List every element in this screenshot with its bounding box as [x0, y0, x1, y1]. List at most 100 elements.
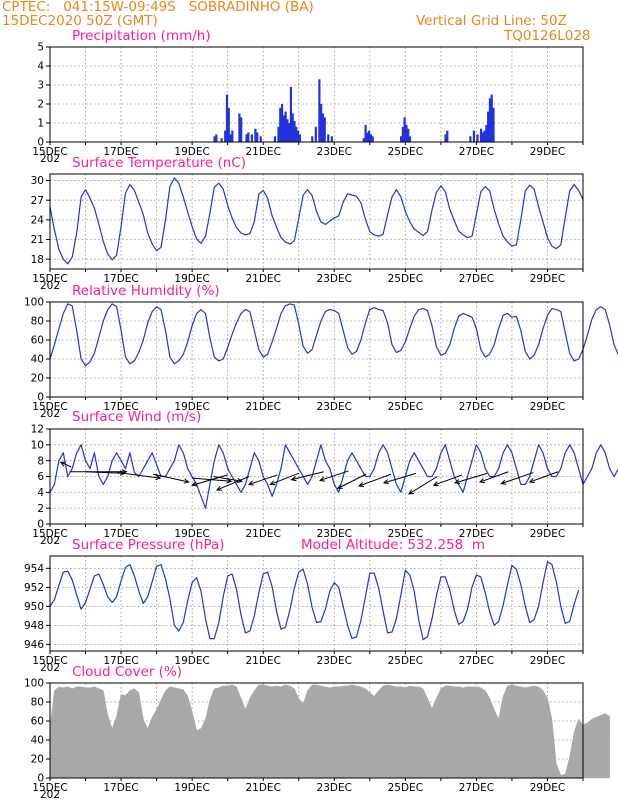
precip-bar — [295, 126, 298, 142]
rh-xtick-label: 29DEC — [530, 401, 565, 413]
precip-bar — [318, 79, 321, 142]
wind-vector — [529, 471, 559, 483]
wind-vector-head — [269, 480, 276, 486]
wind-xtick-label: 15DEC — [32, 528, 67, 540]
pres-ytick-label: 952 — [24, 582, 44, 594]
cloud-ytick-label: 20 — [31, 754, 44, 766]
wind-line — [49, 444, 618, 509]
temp-year-label: 202 — [40, 280, 60, 292]
temp-frame — [49, 173, 584, 270]
precip-bar — [247, 132, 250, 142]
rh-xtick-label: 19DEC — [174, 401, 209, 413]
temp-xtick-label: 19DEC — [174, 273, 209, 285]
wind-vector — [501, 472, 534, 485]
wind-vector-head — [155, 474, 162, 481]
pres-frame — [49, 555, 584, 652]
precip-xtick-label: 19DEC — [174, 146, 209, 158]
wind-vector-head — [183, 478, 190, 484]
wind-vector — [270, 472, 299, 485]
precip-xtick-label: 15DEC — [32, 146, 67, 158]
precip-ytick-label: 2 — [37, 99, 44, 111]
precip-bar — [280, 104, 284, 142]
header-station: CPTEC: 041:15W-09:49S SOBRADINHO (BA) — [2, 0, 314, 15]
precip-bar — [362, 138, 365, 142]
wind-ytick-label: 10 — [31, 439, 44, 451]
precip-bar — [293, 121, 296, 142]
title-cloud: Cloud Cover (%) — [72, 664, 183, 680]
rh-frame — [49, 301, 584, 398]
wind-year-label: 202 — [40, 535, 60, 547]
temp-ytick-label: 30 — [31, 175, 44, 187]
precip-bar — [250, 134, 253, 142]
precip-bar — [444, 134, 447, 142]
pres-ytick-label: 954 — [24, 563, 44, 575]
precip-bar — [403, 117, 406, 142]
precip-bar — [401, 126, 404, 142]
precip-bar — [227, 107, 230, 142]
cloud-xtick-label: 15DEC — [32, 782, 67, 794]
rh-xtick-label: 23DEC — [317, 401, 352, 413]
cloud-area — [49, 684, 610, 779]
wind-vector-head — [319, 476, 326, 482]
precip-bar — [330, 136, 333, 142]
pres-year-label: 202 — [40, 662, 60, 674]
precip-bar — [291, 113, 294, 142]
precip-bar — [320, 104, 323, 142]
wind-xtick-label: 25DEC — [388, 528, 423, 540]
precip-bar — [289, 86, 293, 142]
cloud-ytick-label: 100 — [24, 678, 44, 690]
cloud-xtick-label: 27DEC — [459, 782, 494, 794]
wind-vector-head — [407, 489, 414, 495]
precip-bar — [366, 132, 369, 142]
precip-bar — [286, 119, 289, 142]
cloud-ytick-label: 60 — [31, 716, 44, 728]
precip-bar — [368, 130, 371, 142]
model-altitude: Model Altitude: 532.258 m — [301, 537, 485, 553]
wind-vector — [291, 471, 324, 481]
wind-vector-head — [336, 484, 343, 489]
precip-bar — [254, 128, 257, 142]
temp-xtick-label: 21DEC — [245, 273, 280, 285]
temp-xtick-label: 23DEC — [317, 273, 352, 285]
wind-ytick-label: 2 — [37, 503, 44, 515]
precip-ytick-label: 3 — [37, 80, 44, 92]
wind-vector — [60, 461, 72, 468]
precip-xtick-label: 21DEC — [245, 146, 280, 158]
cloud-year-label: 202 — [40, 789, 60, 800]
precip-xtick-label: 25DEC — [388, 146, 423, 158]
precip-bar — [407, 128, 410, 142]
pres-xtick-label: 17DEC — [103, 655, 138, 667]
cloud-xtick-label: 17DEC — [103, 782, 138, 794]
precip-xtick-label: 27DEC — [459, 146, 494, 158]
cloud-ytick-label: 80 — [31, 697, 44, 709]
pres-xtick-label: 23DEC — [317, 655, 352, 667]
precip-bar — [371, 136, 374, 142]
wind-vector-head — [247, 480, 254, 486]
wind-vector-head — [432, 481, 439, 487]
cloud-xtick-label: 21DEC — [245, 782, 280, 794]
pres-xtick-label: 15DEC — [32, 655, 67, 667]
title-wind: Surface Wind (m/s) — [72, 409, 202, 425]
precip-bar — [215, 134, 218, 142]
precip-frame — [49, 46, 584, 143]
precip-bar — [225, 94, 229, 142]
precip-bar — [259, 136, 262, 142]
cloud-ytick-label: 0 — [37, 773, 44, 785]
precip-bar — [240, 117, 243, 142]
precip-bar — [224, 130, 227, 142]
precip-bar — [298, 134, 301, 142]
wind-vector-head — [453, 479, 461, 485]
wind-vector-head — [236, 477, 244, 484]
cloud-xtick-label: 25DEC — [388, 782, 423, 794]
title-temperature: Surface Temperature (nC) — [72, 155, 247, 171]
wind-vector — [319, 470, 349, 481]
rh-ytick-label: 80 — [31, 316, 44, 328]
temp-ytick-label: 18 — [31, 254, 44, 266]
temp-ytick-label: 24 — [31, 214, 45, 226]
wind-xtick-label: 27DEC — [459, 528, 494, 540]
precip-bar — [273, 136, 277, 142]
precip-bar — [296, 130, 300, 142]
precip-bar — [288, 123, 291, 142]
precip-bar — [479, 128, 483, 142]
